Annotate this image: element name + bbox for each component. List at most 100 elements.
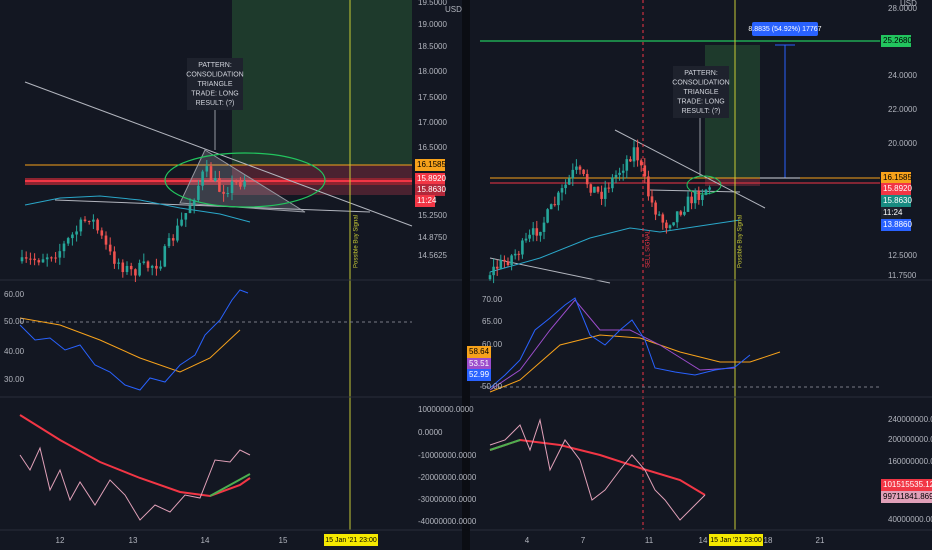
trend-line	[614, 129, 766, 209]
candle	[600, 191, 603, 199]
unit: USD	[445, 5, 462, 14]
candle	[58, 251, 62, 258]
candle	[201, 171, 204, 186]
axis-label: 12.5000	[888, 251, 917, 260]
candle	[632, 147, 636, 162]
candle	[611, 177, 614, 189]
price-tag	[881, 219, 911, 231]
axis-label: 17.5000	[418, 93, 447, 102]
axis-label: 24.0000	[888, 71, 917, 80]
candle	[708, 187, 711, 190]
axis-label: 50.00	[4, 317, 25, 326]
candle	[197, 185, 200, 200]
axis-label: -20000000.0000	[418, 473, 477, 482]
axis-label: 240000000.0000	[888, 415, 932, 424]
time-label: 14	[201, 536, 210, 545]
candle	[54, 257, 57, 259]
candle	[564, 184, 567, 189]
candle	[578, 166, 582, 170]
candle	[603, 187, 607, 199]
cursor-tag	[709, 534, 763, 546]
price-tag-label: 101515535.1235	[883, 480, 932, 489]
price-tag-label: 52.99	[469, 370, 490, 379]
candle	[535, 228, 539, 236]
price-tag-label: 15.8630	[417, 185, 446, 194]
candle	[661, 214, 665, 223]
flow-line	[489, 418, 706, 521]
axis-label: 28.0000	[888, 4, 917, 13]
candle	[531, 228, 535, 235]
price-tag	[881, 195, 911, 207]
candle	[33, 258, 36, 261]
axis-label: 22.0000	[888, 105, 917, 114]
highlight	[686, 175, 722, 195]
candle	[20, 257, 24, 262]
candle	[614, 174, 618, 178]
candle	[37, 260, 41, 263]
annotation: PATTERN:	[684, 70, 718, 77]
candle	[50, 257, 53, 259]
candle	[668, 225, 672, 229]
annotation-box	[187, 58, 243, 110]
candle	[506, 261, 510, 266]
candle	[167, 238, 171, 247]
rsi-line	[19, 289, 249, 391]
candle	[560, 188, 564, 193]
average-line-up	[489, 439, 521, 451]
average-line	[19, 414, 251, 498]
price-tag-label: 16.1585	[883, 173, 912, 182]
candle	[567, 178, 571, 185]
signal-label: SELL SIGNAL	[646, 229, 652, 268]
candle	[159, 266, 162, 269]
candle	[92, 219, 95, 222]
candle	[549, 204, 553, 210]
candle	[672, 222, 675, 226]
flow-line	[19, 446, 251, 521]
candle	[510, 255, 513, 266]
candle	[654, 202, 657, 215]
candle	[24, 257, 28, 259]
candle	[29, 258, 32, 260]
annotation: PATTERN:	[198, 62, 232, 69]
axis-label: 60.00	[482, 340, 503, 349]
candle	[79, 219, 83, 232]
rsi-line	[489, 297, 751, 389]
axis-label: 0.0000	[418, 428, 443, 437]
candle	[553, 204, 557, 206]
candle	[488, 275, 492, 280]
price-tag	[467, 358, 491, 370]
axis-label: 17.0000	[418, 118, 447, 127]
axis-label: 19.0000	[418, 20, 447, 29]
trend-line	[489, 257, 611, 284]
average-line	[489, 438, 706, 496]
candle	[205, 166, 209, 172]
price-tag-label: 15.8920	[417, 174, 446, 183]
candle	[582, 169, 585, 174]
candle	[96, 219, 99, 231]
cursor-time: 15 Jan '21 23:00	[325, 537, 377, 544]
unit: USD	[900, 0, 917, 8]
time-label: 7	[581, 536, 586, 545]
candle	[542, 222, 546, 232]
moving-average	[489, 219, 741, 273]
candle	[585, 173, 589, 185]
candle	[155, 265, 158, 269]
price-tag-label: 11:24	[883, 208, 903, 217]
candle	[571, 169, 575, 179]
trend-line	[54, 199, 371, 213]
candle	[647, 176, 650, 197]
rsi-ma	[489, 299, 736, 391]
candle	[134, 269, 137, 276]
candle	[665, 222, 668, 229]
candle	[45, 257, 49, 260]
axis-label: 40000000.0000	[888, 515, 932, 524]
annotation: TRIANGLE	[197, 81, 232, 88]
annotation: TRADE: LONG	[191, 90, 238, 97]
candle	[657, 214, 661, 216]
axis-label: 70.00	[482, 295, 503, 304]
candle	[686, 196, 690, 212]
candle	[117, 262, 120, 264]
axis-label: 40.00	[4, 347, 25, 356]
axis-label: 65.00	[482, 317, 503, 326]
annotation: TRIANGLE	[683, 89, 718, 96]
